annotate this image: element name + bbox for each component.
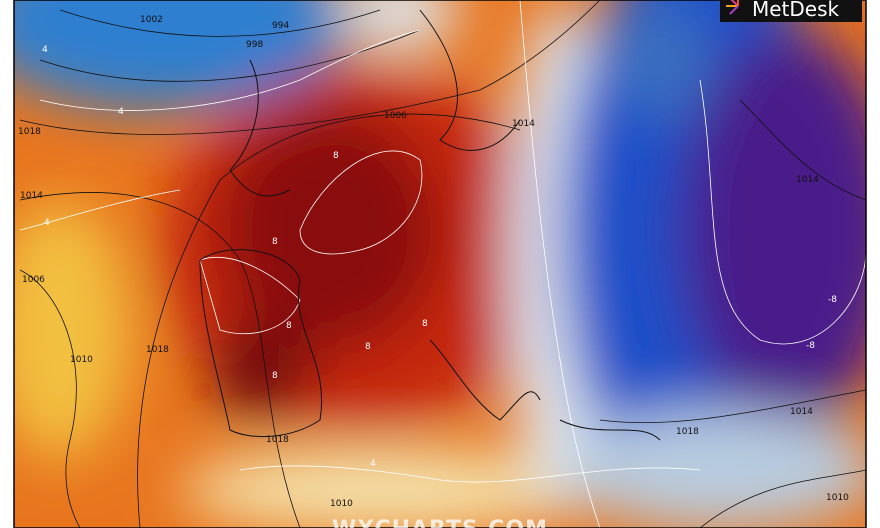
watermark: WXCHARTS.COM	[332, 517, 548, 528]
logo-background	[720, 0, 862, 22]
isobar-label: 1010	[826, 493, 849, 503]
isobars	[19, 0, 866, 528]
temperature-label: 4	[44, 218, 50, 228]
isobar-label: 1002	[140, 15, 163, 25]
temperature-label: -8	[806, 341, 815, 351]
coastlines	[199, 9, 661, 441]
isobar-label: 1010	[330, 499, 353, 509]
isobar-label: 1010	[70, 355, 93, 365]
temperature-label: 8	[333, 151, 339, 161]
isobar-label: 1018	[18, 127, 41, 137]
isobar-label: 1014	[796, 175, 819, 185]
logo-icon	[726, 0, 739, 15]
temperature-label: 8	[286, 321, 292, 331]
isobar-label: 1006	[384, 111, 407, 121]
isobar-label: 994	[272, 21, 289, 31]
map-frame	[13, 0, 867, 528]
temperature-label: 4	[118, 107, 124, 117]
temperature-label: 4	[370, 459, 376, 469]
temperature-label: 8	[272, 371, 278, 381]
temperature-label: 4	[42, 45, 48, 55]
temperature-label: 8	[365, 342, 371, 352]
isobar-label: 1014	[790, 407, 813, 417]
isobar-label: 1018	[266, 435, 289, 445]
isobar-label: 998	[246, 40, 263, 50]
temperature-label: -8	[828, 295, 837, 305]
temperature-labels: 4 4 8 4 8 8 8 8 8 4 -8 -8	[42, 45, 837, 469]
isobar-label: 1018	[146, 345, 169, 355]
isobar-label: 1014	[512, 119, 535, 129]
logo-text: MetDesk	[752, 0, 840, 21]
temperature-label: 8	[422, 319, 428, 329]
temperature-label: 8	[272, 237, 278, 247]
isobar-label: 1018	[676, 427, 699, 437]
temperature-contours	[19, 0, 866, 528]
isobar-label: 1006	[22, 275, 45, 285]
isobar-labels: 1002 994 998 1006 1014 1018 1014 1006 10…	[18, 15, 849, 509]
isobar-label: 1014	[20, 191, 43, 201]
logo: MetDesk	[720, 0, 862, 22]
